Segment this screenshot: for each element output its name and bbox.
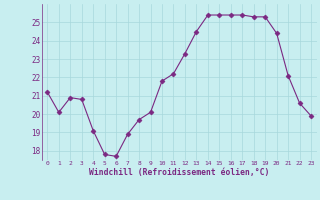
X-axis label: Windchill (Refroidissement éolien,°C): Windchill (Refroidissement éolien,°C): [89, 168, 269, 177]
